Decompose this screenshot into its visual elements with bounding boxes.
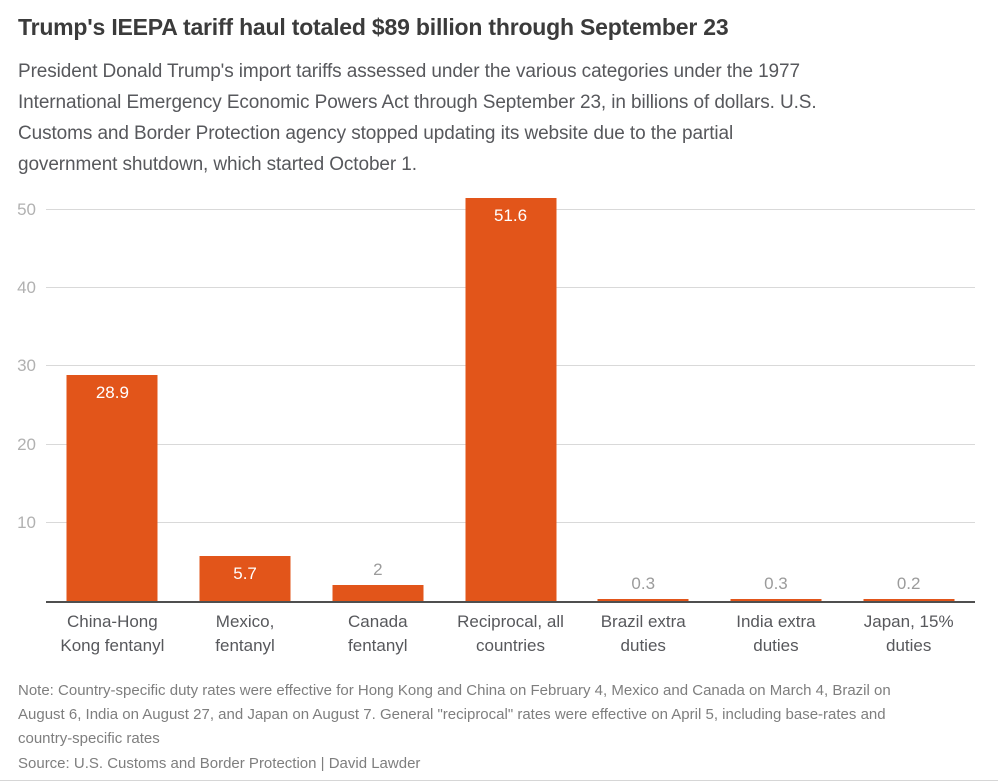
category-label: India extra duties bbox=[736, 612, 816, 655]
plot-area: 28.9 China-Hong Kong fentanyl 5.7 Mexico, f… bbox=[17, 196, 975, 655]
bar: 28.9 bbox=[66, 375, 158, 601]
bar bbox=[597, 598, 689, 601]
category-label: Brazil extra duties bbox=[600, 612, 686, 655]
category-label: Reciprocal, all countries bbox=[457, 612, 564, 655]
chart-title: Trump's IEEPA tariff haul totaled $89 bi… bbox=[18, 14, 729, 40]
bar-value-label: 0.3 bbox=[764, 573, 788, 593]
bar-value-label: 0.2 bbox=[896, 574, 921, 594]
category-label: Mexico, fentanyl bbox=[215, 612, 275, 655]
category-label: China-Hong Kong fentanyl bbox=[60, 612, 165, 655]
bar-slot: 0.3 Brazil extra duties bbox=[577, 196, 710, 655]
bar-value-label: 2 bbox=[373, 560, 383, 580]
bar-value-label: 28.9 bbox=[95, 383, 129, 403]
bar: 51.6 bbox=[465, 197, 557, 601]
bar-value-label: 0.3 bbox=[631, 573, 656, 593]
bar-slot: 2 Canada fentanyl bbox=[311, 196, 444, 655]
bar-slot: 28.9 China-Hong Kong fentanyl bbox=[46, 196, 179, 655]
chart-note: Note: Country-specific duty rates were e… bbox=[18, 682, 891, 747]
y-tick-label-50: 50 bbox=[17, 200, 36, 220]
y-tick-label-30: 30 bbox=[17, 356, 36, 376]
bar: 5.7 bbox=[199, 556, 291, 601]
y-tick-label-10: 10 bbox=[17, 512, 36, 532]
chart-subtitle: President Donald Trump's import tariffs … bbox=[18, 61, 817, 175]
bar bbox=[730, 598, 822, 601]
bar-slot: 0.3 India extra duties bbox=[710, 196, 843, 655]
y-tick-label-20: 20 bbox=[17, 434, 36, 454]
category-label: Canada fentanyl bbox=[348, 612, 408, 655]
bar bbox=[863, 599, 955, 601]
bar bbox=[332, 585, 424, 601]
bar-value-label: 5.7 bbox=[233, 564, 257, 584]
bar-series: 28.9 China-Hong Kong fentanyl 5.7 Mexico, f… bbox=[46, 196, 975, 655]
bar-slot: 51.6 Reciprocal, all countries bbox=[444, 196, 577, 655]
category-label: Japan, 15% duties bbox=[863, 612, 954, 655]
bar-slot: 0.2 Japan, 15% duties bbox=[842, 196, 975, 655]
y-tick-label-40: 40 bbox=[17, 278, 36, 298]
bottom-rule bbox=[0, 780, 998, 781]
bar-slot: 5.7 Mexico, fentanyl bbox=[179, 196, 312, 655]
chart-source: Source: U.S. Customs and Border Protecti… bbox=[18, 755, 421, 772]
bar-value-label: 51.6 bbox=[493, 205, 528, 225]
